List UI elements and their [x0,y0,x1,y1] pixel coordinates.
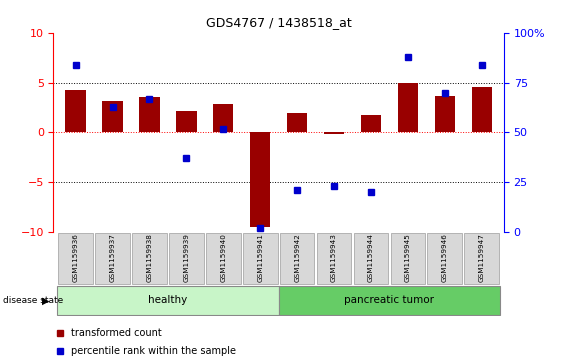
Text: percentile rank within the sample: percentile rank within the sample [70,346,235,356]
FancyBboxPatch shape [59,233,93,285]
Bar [472,87,492,132]
Bar [324,132,344,134]
Text: healthy: healthy [148,295,187,305]
Text: GSM1159939: GSM1159939 [184,233,189,282]
Bar [213,103,234,132]
Text: GSM1159936: GSM1159936 [73,233,79,282]
Text: GSM1159945: GSM1159945 [405,233,411,282]
Text: disease state: disease state [3,296,63,305]
FancyBboxPatch shape [391,233,425,285]
FancyBboxPatch shape [427,233,462,285]
FancyBboxPatch shape [169,233,204,285]
Bar [435,95,455,132]
FancyBboxPatch shape [95,233,130,285]
FancyBboxPatch shape [132,233,167,285]
Text: GSM1159942: GSM1159942 [294,233,300,282]
Text: GSM1159944: GSM1159944 [368,233,374,282]
Bar [65,90,86,132]
Bar [250,132,270,227]
Bar [397,82,418,132]
FancyBboxPatch shape [206,233,240,285]
Text: GSM1159940: GSM1159940 [220,233,226,282]
Text: GSM1159947: GSM1159947 [479,233,485,282]
Text: ▶: ▶ [42,295,50,306]
FancyBboxPatch shape [243,233,278,285]
Text: transformed count: transformed count [70,328,162,338]
Text: GSM1159943: GSM1159943 [331,233,337,282]
Bar [361,115,381,132]
FancyBboxPatch shape [464,233,499,285]
Bar [176,110,196,132]
FancyBboxPatch shape [280,233,315,285]
Text: GSM1159946: GSM1159946 [442,233,448,282]
Bar [139,97,160,132]
FancyBboxPatch shape [317,233,351,285]
Bar [287,113,307,132]
FancyBboxPatch shape [57,286,279,315]
Title: GDS4767 / 1438518_at: GDS4767 / 1438518_at [206,16,351,29]
FancyBboxPatch shape [279,286,500,315]
Bar [102,101,123,132]
Text: GSM1159938: GSM1159938 [146,233,153,282]
Text: GSM1159941: GSM1159941 [257,233,263,282]
Text: pancreatic tumor: pancreatic tumor [345,295,435,305]
FancyBboxPatch shape [354,233,388,285]
Text: GSM1159937: GSM1159937 [110,233,115,282]
